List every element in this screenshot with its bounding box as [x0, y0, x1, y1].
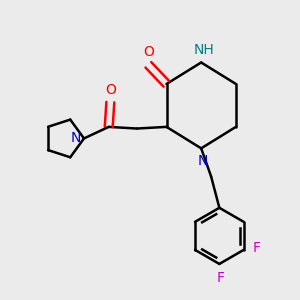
Text: N: N	[71, 131, 81, 146]
Text: O: O	[105, 83, 116, 97]
Text: O: O	[143, 45, 154, 59]
Text: F: F	[253, 241, 261, 255]
Text: N: N	[198, 154, 208, 168]
Text: F: F	[217, 271, 225, 285]
Text: NH: NH	[194, 43, 214, 56]
